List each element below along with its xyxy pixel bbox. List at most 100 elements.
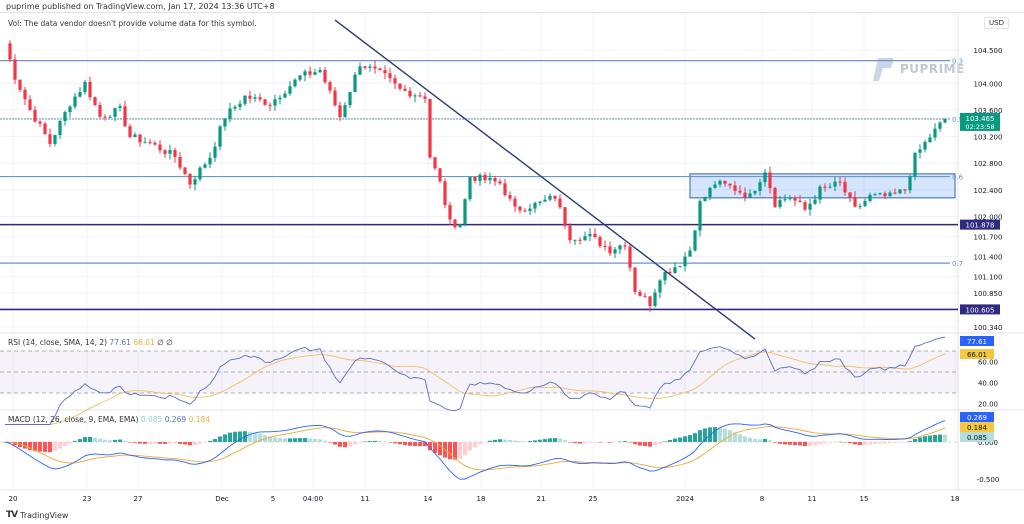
macd-histogram-bar (618, 441, 622, 443)
macd-histogram-bar (528, 441, 532, 442)
price-axis-tick: 102.000 (974, 214, 1003, 222)
macd-histogram-bar (23, 442, 27, 449)
candle-body (658, 280, 662, 293)
candle-body (668, 272, 672, 274)
rsi-label: RSI (14, close, SMA, 14, 2) (8, 338, 108, 347)
macd-histogram-bar (373, 440, 377, 442)
candle-body (298, 75, 302, 80)
macd-histogram-bar (233, 431, 237, 442)
macd-label: MACD (12, 26, close, 9, EMA, EMA) (8, 415, 139, 424)
macd-histogram-bar (133, 442, 137, 443)
candle-body (403, 88, 407, 91)
candle-body (433, 157, 437, 169)
candle-body (908, 176, 912, 191)
candle-body (648, 296, 652, 306)
macd-histogram-bar (648, 442, 652, 447)
macd-histogram-bar (293, 438, 297, 442)
macd-histogram-bar (218, 436, 222, 442)
candle-body (688, 250, 692, 257)
macd-histogram-bar (163, 442, 167, 444)
candle-body (148, 142, 152, 144)
macd-histogram-bar (103, 439, 107, 442)
candle-body (198, 167, 202, 180)
macd-histogram-bar (368, 441, 372, 442)
macd-histogram-bar (893, 442, 897, 443)
candle-body (343, 105, 347, 118)
macd-histogram-bar (608, 442, 612, 443)
macd-histogram-bar (223, 434, 227, 442)
macd-histogram-bar (883, 442, 887, 444)
macd-histogram-bar (763, 438, 767, 442)
candle-body (698, 201, 702, 231)
macd-histogram-bar (658, 442, 662, 444)
macd-histogram-bar (288, 438, 292, 442)
price-axis-tick: 104.500 (974, 47, 1003, 55)
macd-histogram-bar (108, 440, 112, 442)
macd-histogram-bar (868, 442, 872, 445)
candle-body (318, 70, 322, 73)
puprime-watermark: PUPRIME (872, 56, 965, 82)
macd-histogram-bar (628, 442, 632, 443)
rsi-legend[interactable]: RSI (14, close, SMA, 14, 2) 77.61 66.01 … (8, 338, 173, 347)
price-axis-tick: 100.850 (974, 290, 1003, 298)
candle-body (653, 292, 657, 306)
last-price-badge (960, 112, 1000, 131)
macd-histogram-bar (98, 438, 102, 442)
macd-histogram-bar (913, 438, 917, 442)
candle-body (583, 236, 587, 241)
macd-histogram-bar (168, 442, 172, 444)
candle-body (663, 272, 667, 281)
candle-body (873, 194, 877, 196)
candle-body (723, 180, 727, 184)
price-badge-label: 100.605 (966, 306, 995, 314)
candle-body (518, 206, 522, 211)
fib-level-label: 0.3 (952, 58, 963, 66)
candle-body (418, 95, 422, 97)
macd-histogram-bar (463, 442, 467, 456)
candle-body (23, 89, 27, 100)
candle-body (183, 167, 187, 174)
rsi-value: 77.61 (109, 338, 131, 347)
macd-histogram-bar (383, 441, 387, 443)
macd-histogram-bar (533, 440, 537, 442)
macd-signal-line (4, 426, 946, 471)
time-axis-tick: 15 (860, 495, 869, 503)
candle-body (848, 192, 852, 198)
macd-badge (960, 412, 994, 422)
macd-histogram-bar (118, 439, 122, 442)
candle-body (143, 142, 147, 144)
candle-body (773, 188, 777, 207)
candle-body (713, 184, 717, 188)
candle-body (508, 195, 512, 199)
publish-info: puprime published on TradingView.com, Ja… (6, 2, 275, 11)
rsi-sma-badge-label: 66.01 (967, 351, 987, 359)
candle-body (618, 245, 622, 250)
macd-histogram-bar (298, 438, 302, 442)
macd-histogram-bar (253, 432, 257, 442)
candle-body (633, 267, 637, 292)
candle-body (913, 152, 917, 177)
macd-histogram-bar (583, 442, 587, 444)
candle-body (453, 219, 457, 228)
candle-body (388, 73, 392, 79)
macd-histogram-bar (578, 442, 582, 444)
macd-axis-tick: 0.000 (978, 439, 998, 447)
currency-button[interactable]: USD (984, 17, 1009, 29)
macd-histogram-bar (923, 436, 927, 442)
candle-body (608, 246, 612, 254)
macd-histogram-bar (258, 433, 262, 442)
candle-body (728, 183, 732, 186)
price-axis-tick: 100.340 (974, 324, 1003, 332)
candle-body (783, 199, 787, 201)
macd-histogram-bar (663, 441, 667, 442)
macd-histogram-bar (523, 441, 527, 442)
time-axis-tick: 04:00 (303, 495, 323, 503)
candle-body (338, 105, 342, 118)
candle-body (563, 207, 567, 226)
candle-body (573, 239, 577, 241)
candle-body (188, 173, 192, 185)
macd-legend[interactable]: MACD (12, 26, close, 9, EMA, EMA) 0.085 … (8, 415, 210, 424)
candle-body (703, 196, 707, 202)
candle-body (548, 195, 552, 200)
